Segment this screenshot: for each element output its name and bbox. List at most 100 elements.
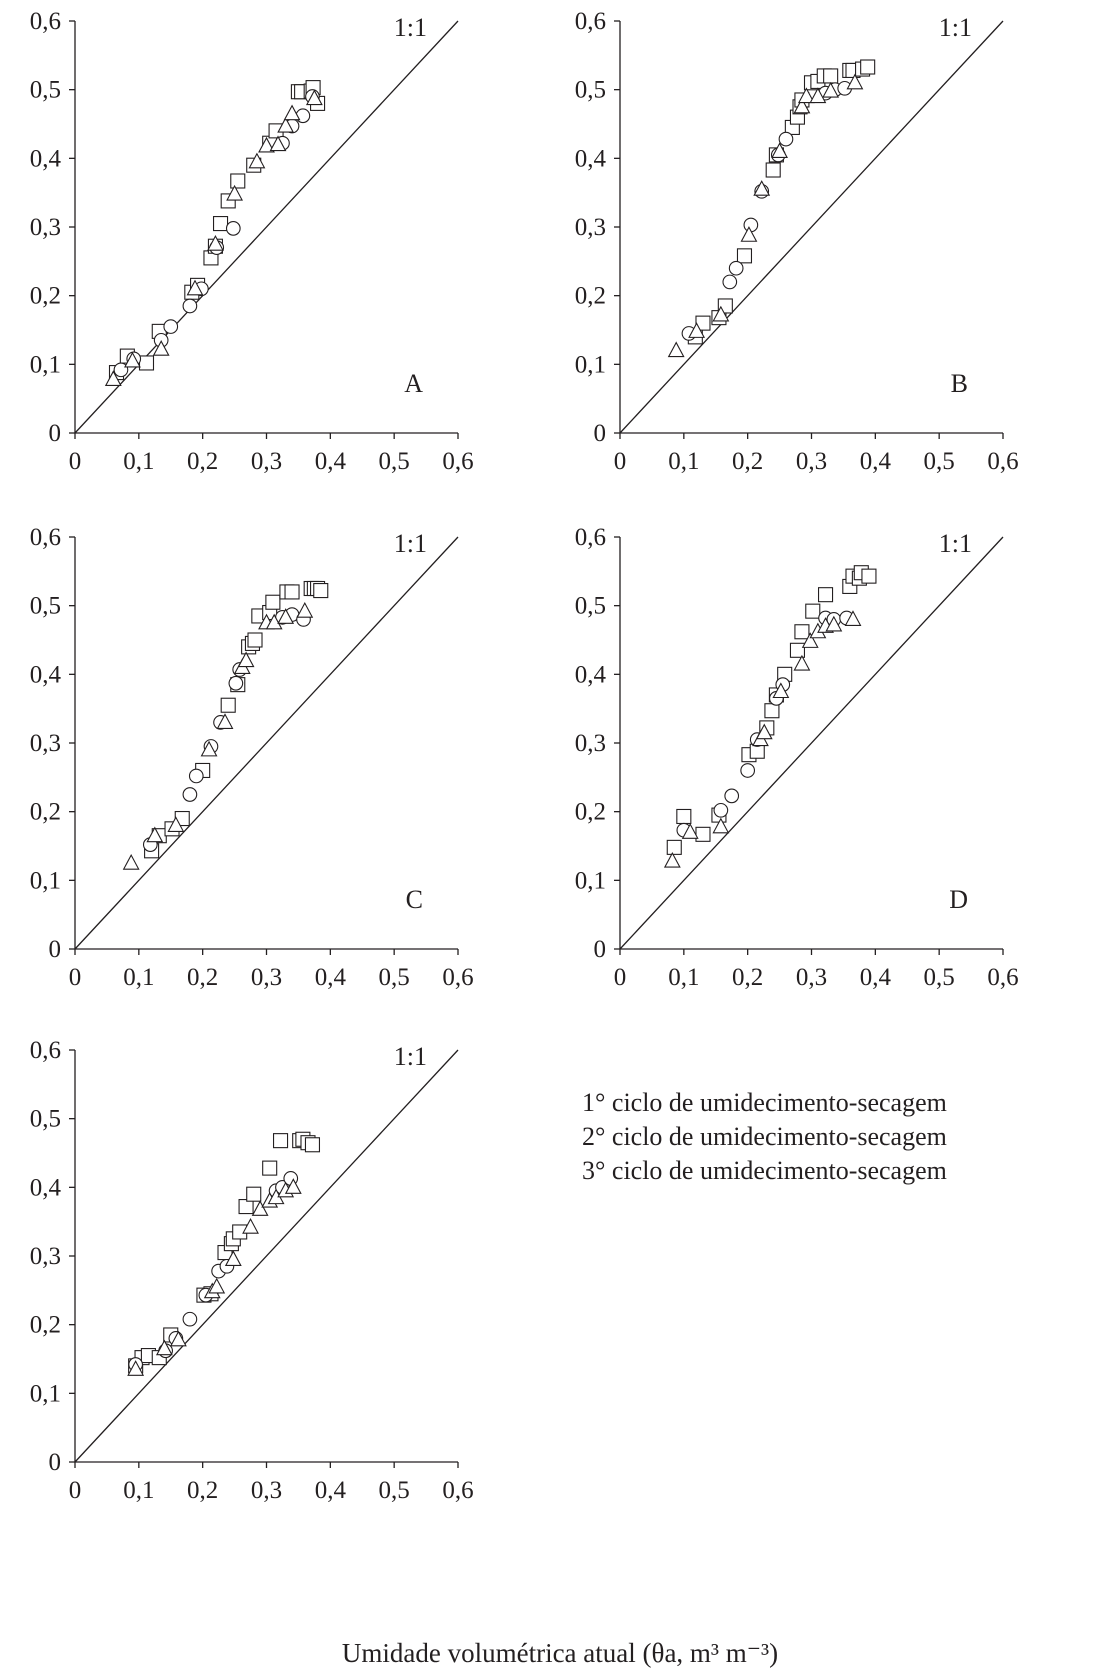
series-3 bbox=[104, 89, 323, 386]
data-point-square bbox=[860, 59, 876, 75]
x-tick-label: 0,1 bbox=[123, 1477, 154, 1504]
legend-item-1: 1° ciclo de umidecimento-secagem bbox=[582, 1088, 947, 1117]
x-tick-label: 0,2 bbox=[187, 964, 218, 991]
data-point-triangle bbox=[712, 817, 730, 834]
data-point-triangle bbox=[146, 826, 164, 843]
data-point-circle bbox=[722, 274, 738, 290]
y-tick-label: 0,3 bbox=[30, 214, 61, 241]
y-tick-label: 0,6 bbox=[575, 524, 606, 551]
y-tick-label: 0,5 bbox=[30, 77, 61, 104]
data-point-triangle bbox=[167, 816, 185, 832]
series-3 bbox=[127, 1178, 302, 1376]
x-tick-label: 0,3 bbox=[251, 964, 282, 991]
data-point-triangle bbox=[258, 136, 275, 153]
data-point-triangle bbox=[207, 235, 224, 251]
data-point-square bbox=[695, 826, 711, 842]
data-point-triangle bbox=[216, 713, 234, 729]
panels-group: 0 0,1 0,2 0,3 0,4 0,5 0,6 0 0,1 0,2 0,3 0,4 0,5 0,6 1:… bbox=[30, 8, 1019, 1504]
reference-line-1-1 bbox=[74, 1049, 459, 1463]
data-point-square bbox=[247, 632, 263, 648]
y-tick-label: 0,6 bbox=[30, 1037, 61, 1064]
y-tick-label: 0,2 bbox=[575, 799, 606, 826]
data-point-circle bbox=[713, 802, 729, 818]
data-point-circle bbox=[740, 763, 756, 778]
y-tick-label: 0,2 bbox=[575, 283, 606, 310]
y-tick-label: 0,3 bbox=[575, 214, 606, 241]
series-2 bbox=[142, 607, 311, 852]
x-tick-label: 0 bbox=[69, 964, 82, 991]
data-point-triangle bbox=[753, 180, 771, 196]
data-point-triangle bbox=[801, 632, 819, 648]
x-tick-label: 0,4 bbox=[860, 964, 892, 991]
x-tick-label: 0,5 bbox=[379, 1477, 410, 1504]
y-tick-label: 0,5 bbox=[575, 593, 606, 620]
y-tick-label: 0,3 bbox=[30, 1243, 61, 1270]
data-point-triangle bbox=[208, 1277, 226, 1294]
x-tick-label: 0,5 bbox=[924, 964, 955, 991]
y-tick-label: 0,5 bbox=[575, 77, 606, 104]
y-tick-label: 0,3 bbox=[30, 730, 61, 757]
reference-line-label: 1:1 bbox=[394, 529, 427, 558]
data-point-triangle bbox=[269, 135, 287, 152]
y-tick-label: 0,1 bbox=[575, 351, 606, 378]
x-tick-label: 0,4 bbox=[315, 448, 347, 475]
data-point-square bbox=[230, 173, 246, 189]
y-tick-label: 0,5 bbox=[30, 593, 61, 620]
x-tick-label: 0 bbox=[614, 448, 627, 475]
data-point-triangle bbox=[667, 341, 685, 358]
x-tick-label: 0,5 bbox=[924, 448, 955, 475]
data-point-triangle bbox=[755, 723, 773, 740]
x-tick-label: 0,3 bbox=[796, 964, 827, 991]
y-tick-label: 0 bbox=[594, 420, 607, 447]
data-point-square bbox=[304, 1137, 321, 1153]
data-point-square bbox=[765, 162, 781, 178]
reference-line-1-1 bbox=[74, 20, 459, 434]
series-3 bbox=[667, 73, 864, 358]
data-point-square bbox=[212, 216, 229, 232]
x-tick-label: 0 bbox=[69, 1477, 82, 1504]
panel-5: 0 0,1 0,2 0,3 0,4 0,5 0,6 0 0,1 0,2 0,3 0,4 0,5 0,6 1:… bbox=[30, 1037, 474, 1504]
data-point-triangle bbox=[242, 1217, 259, 1234]
data-point-circle bbox=[182, 787, 198, 802]
x-tick-label: 0,5 bbox=[379, 448, 410, 475]
x-tick-label: 0 bbox=[614, 964, 627, 991]
y-tick-label: 0,4 bbox=[575, 661, 607, 688]
data-point-triangle bbox=[277, 116, 295, 133]
data-point-square bbox=[262, 1160, 278, 1176]
series-3 bbox=[663, 610, 862, 868]
y-tick-label: 0 bbox=[49, 936, 62, 963]
y-tick-label: 0,4 bbox=[30, 661, 62, 688]
data-point-square bbox=[805, 603, 821, 619]
y-tick-label: 0,3 bbox=[575, 730, 606, 757]
x-tick-label: 0,3 bbox=[796, 448, 827, 475]
data-point-triangle bbox=[772, 682, 790, 699]
y-tick-label: 0,6 bbox=[30, 524, 61, 551]
x-tick-label: 0,2 bbox=[187, 1477, 218, 1504]
y-tick-label: 0,4 bbox=[30, 145, 62, 172]
data-point-triangle bbox=[152, 340, 170, 356]
y-tick-label: 0,6 bbox=[30, 8, 61, 35]
data-point-triangle bbox=[793, 654, 811, 671]
series-2 bbox=[113, 89, 320, 378]
data-point-triangle bbox=[793, 97, 811, 114]
data-point-square bbox=[817, 587, 834, 603]
data-point-triangle bbox=[822, 81, 840, 98]
data-point-circle bbox=[295, 108, 311, 124]
x-tick-label: 0,6 bbox=[442, 448, 473, 475]
legend-label-3: 3° ciclo de umidecimento-secagem bbox=[582, 1156, 947, 1185]
data-point-triangle bbox=[226, 184, 244, 201]
x-tick-label: 0,5 bbox=[379, 964, 410, 991]
panel-C: 0 0,1 0,2 0,3 0,4 0,5 0,6 0 0,1 0,2 0,3 0,4 0,5 0,6 1:… bbox=[30, 524, 474, 991]
y-tick-label: 0,1 bbox=[30, 1380, 61, 1407]
y-tick-label: 0,2 bbox=[30, 799, 61, 826]
panel-label: C bbox=[406, 885, 423, 914]
legend: 1° ciclo de umidecimento-secagem 2° cicl… bbox=[582, 1088, 947, 1185]
series-1 bbox=[687, 59, 876, 345]
data-point-square bbox=[220, 697, 236, 713]
reference-line-label: 1:1 bbox=[394, 13, 427, 42]
data-point-triangle bbox=[169, 1330, 187, 1347]
x-tick-label: 0,2 bbox=[732, 964, 763, 991]
data-point-triangle bbox=[712, 305, 730, 322]
y-tick-label: 0,2 bbox=[30, 283, 61, 310]
x-tick-label: 0,3 bbox=[251, 1477, 282, 1504]
